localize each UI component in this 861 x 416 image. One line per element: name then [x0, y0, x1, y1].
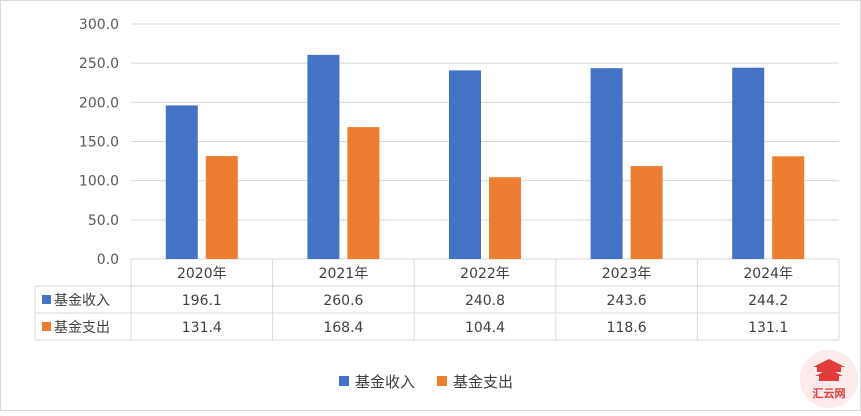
watermark: 汇云网 [800, 350, 858, 408]
table-cell-value: 131.4 [182, 320, 222, 336]
table-cell-value: 118.6 [607, 320, 647, 336]
table-cell-value: 196.1 [182, 293, 222, 309]
table-cell-value: 244.2 [748, 293, 788, 309]
x-category-label: 2024年 [743, 266, 793, 282]
bar-expense [347, 127, 380, 259]
watermark-text: 汇云网 [813, 387, 846, 400]
y-axis: 0.0 50.0 100.0 150.0 200.0 250.0 300.0 [79, 17, 119, 268]
gridlines [131, 23, 839, 260]
legend-swatch [339, 376, 349, 386]
x-category-label: 2021年 [319, 266, 369, 282]
y-tick-label: 200.0 [79, 95, 119, 111]
x-category-label: 2020年 [177, 266, 227, 282]
bars [165, 54, 805, 260]
legend-label: 基金支出 [453, 373, 513, 391]
bar-expense [630, 166, 663, 259]
y-tick-label: 50.0 [88, 213, 119, 229]
bar-income [732, 67, 765, 260]
bar-income [590, 68, 623, 260]
y-tick-label: 0.0 [97, 252, 119, 268]
table-legend-key [42, 322, 51, 331]
table-cell-value: 168.4 [323, 320, 363, 336]
table-row-label: 基金支出 [54, 319, 110, 336]
y-tick-label: 100.0 [79, 174, 119, 190]
table-cell-value: 240.8 [465, 293, 505, 309]
y-tick-label: 300.0 [79, 17, 119, 33]
x-category-label: 2022年 [460, 266, 510, 282]
table-legend-key [42, 295, 51, 304]
legend: 基金收入 基金支出 [339, 373, 513, 391]
y-tick-label: 150.0 [79, 135, 119, 151]
bar-expense [489, 177, 521, 259]
bar-expense [205, 156, 238, 259]
legend-label: 基金收入 [355, 373, 415, 391]
legend-swatch [437, 376, 447, 386]
table-cell-value: 131.1 [748, 320, 788, 336]
pagoda-logo-icon [813, 359, 845, 381]
table-row-label: 基金收入 [54, 292, 110, 309]
table-cell-value: 104.4 [465, 320, 505, 336]
y-tick-label: 250.0 [79, 56, 119, 72]
bar-income [449, 70, 481, 259]
x-category-label: 2023年 [602, 266, 652, 282]
table-cell-value: 243.6 [607, 293, 647, 309]
bar-expense [772, 156, 805, 259]
bar-income [165, 105, 198, 259]
bar-income [307, 54, 340, 259]
table-cell-value: 260.6 [323, 293, 363, 309]
